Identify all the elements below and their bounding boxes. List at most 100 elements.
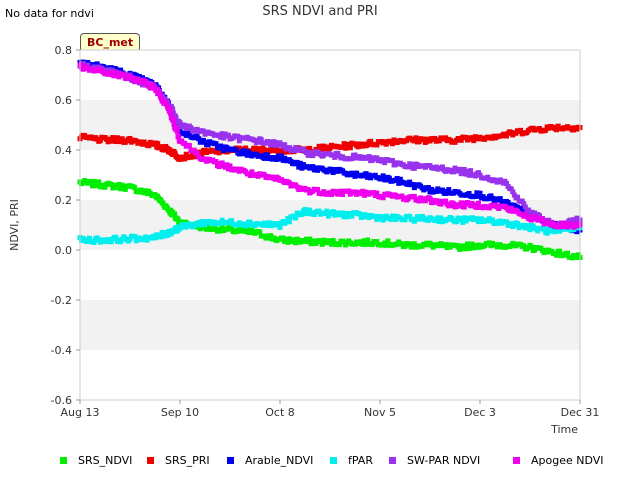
data-point-apogee-ndvi [546, 219, 552, 225]
data-point-srs-pri [411, 138, 417, 144]
data-point-srs-pri [316, 143, 322, 149]
data-point-fpar [521, 222, 527, 228]
data-point-fpar [541, 226, 547, 232]
data-point-srs-pri [113, 139, 119, 145]
legend-swatch [389, 457, 396, 464]
data-point-apogee-ndvi [147, 85, 153, 91]
data-point-srs-ndvi [408, 244, 414, 250]
data-point-apogee-ndvi [176, 134, 182, 140]
data-point-apogee-ndvi [194, 151, 200, 157]
data-point-arable-ndvi [261, 155, 267, 161]
legend-label: fPAR [348, 454, 373, 467]
data-point-fpar [127, 236, 133, 242]
data-point-apogee-ndvi [371, 190, 377, 196]
data-point-srs-ndvi [469, 241, 475, 247]
data-point-srs-pri [513, 130, 519, 136]
data-point-sw-par-ndvi [450, 169, 456, 175]
data-point-srs-ndvi [336, 242, 342, 248]
data-point-srs-ndvi [318, 239, 324, 245]
data-point-fpar [108, 239, 114, 245]
data-point-apogee-ndvi [443, 198, 449, 204]
data-point-arable-ndvi [366, 172, 372, 178]
y-tick-label: -0.2 [51, 294, 72, 307]
data-point-arable-ndvi [515, 204, 520, 210]
data-point-srs-ndvi [341, 239, 347, 245]
data-point-sw-par-ndvi [515, 194, 520, 200]
data-point-srs-ndvi [291, 237, 297, 243]
grid-band [80, 300, 580, 350]
data-point-sw-par-ndvi [304, 150, 310, 156]
data-point-srs-pri [504, 133, 510, 139]
data-point-srs-pri [374, 142, 380, 148]
data-point-arable-ndvi [429, 186, 435, 192]
data-point-srs-pri [416, 139, 422, 145]
data-point-arable-ndvi [363, 171, 369, 177]
data-point-sw-par-ndvi [255, 139, 261, 145]
data-point-arable-ndvi [113, 66, 119, 72]
data-point-fpar [340, 210, 345, 216]
data-point-sw-par-ndvi [440, 164, 445, 170]
data-point-apogee-ndvi [111, 73, 117, 79]
data-point-srs-pri [119, 136, 125, 142]
data-point-arable-ndvi [427, 189, 433, 195]
data-point-fpar [433, 218, 439, 224]
data-point-srs-ndvi [122, 186, 128, 192]
data-point-srs-pri [346, 141, 352, 147]
data-point-apogee-ndvi [416, 198, 422, 204]
data-point-srs-ndvi [132, 185, 138, 191]
data-point-fpar [341, 214, 347, 220]
data-point-srs-ndvi [177, 219, 183, 225]
data-point-sw-par-ndvi [269, 142, 275, 148]
data-point-apogee-ndvi [294, 184, 300, 190]
data-point-fpar [357, 211, 363, 217]
data-point-srs-pri [283, 149, 289, 155]
data-point-srs-ndvi [204, 226, 210, 232]
data-point-srs-pri [97, 138, 103, 144]
data-point-srs-pri [518, 127, 524, 133]
y-tick-label: -0.6 [51, 394, 72, 407]
data-point-srs-ndvi [360, 241, 366, 247]
data-point-srs-pri [458, 137, 464, 143]
legend-label: SRS_NDVI [78, 454, 132, 467]
data-point-fpar [415, 214, 420, 220]
data-point-sw-par-ndvi [475, 170, 481, 176]
x-tick-label: Dec 31 [561, 406, 600, 419]
legend-label: SRS_PRI [165, 454, 210, 467]
data-point-apogee-ndvi [247, 172, 253, 178]
data-point-srs-ndvi [443, 242, 449, 248]
data-point-sw-par-ndvi [525, 207, 531, 213]
data-point-arable-ndvi [497, 196, 503, 202]
data-point-sw-par-ndvi [504, 181, 510, 187]
data-point-srs-ndvi [280, 235, 286, 241]
data-point-srs-pri [463, 134, 469, 140]
data-point-apogee-ndvi [225, 166, 231, 172]
data-point-srs-ndvi [330, 238, 336, 244]
data-point-fpar [393, 217, 399, 223]
x-tick-label: Oct 8 [265, 406, 295, 419]
data-point-arable-ndvi [241, 148, 247, 154]
data-point-arable-ndvi [118, 67, 124, 73]
data-point-fpar [490, 217, 495, 223]
data-point-srs-ndvi [465, 241, 470, 247]
data-point-arable-ndvi [475, 193, 481, 199]
data-point-arable-ndvi [386, 175, 392, 181]
data-point-arable-ndvi [505, 200, 511, 206]
data-point-sw-par-ndvi [369, 157, 375, 163]
data-point-apogee-ndvi [563, 221, 569, 227]
data-point-sw-par-ndvi [335, 150, 341, 156]
data-point-apogee-ndvi [182, 141, 188, 147]
data-point-fpar [86, 235, 92, 241]
data-point-arable-ndvi [472, 193, 478, 199]
data-point-srs-ndvi [383, 242, 389, 248]
data-point-srs-ndvi [116, 181, 122, 187]
data-point-apogee-ndvi [533, 215, 539, 221]
data-point-fpar [544, 230, 550, 236]
data-point-apogee-ndvi [461, 204, 467, 210]
data-point-sw-par-ndvi [236, 138, 242, 144]
data-point-srs-ndvi [90, 183, 95, 189]
data-point-srs-ndvi [363, 241, 369, 247]
data-point-srs-ndvi [175, 216, 181, 222]
data-point-srs-ndvi [172, 211, 178, 217]
data-point-srs-pri [355, 144, 361, 150]
